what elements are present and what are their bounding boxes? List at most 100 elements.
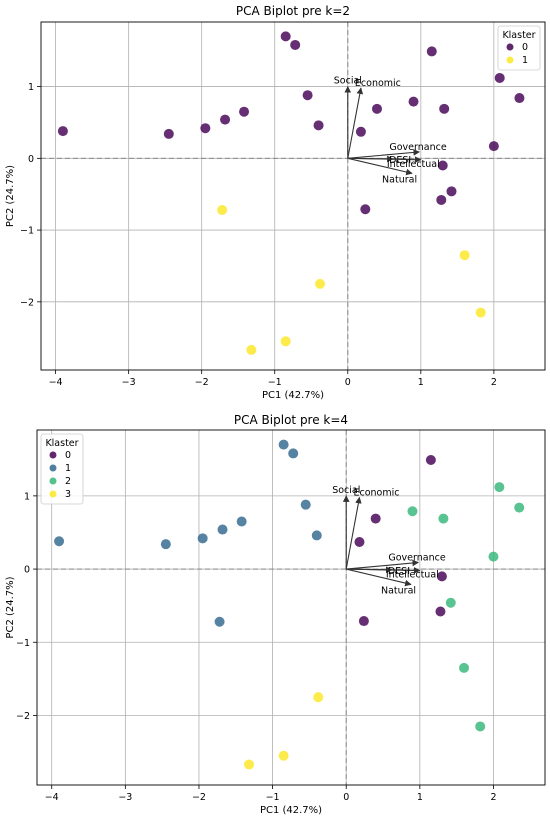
x-tick-label: −4	[45, 792, 59, 803]
grid	[41, 22, 545, 370]
data-point	[488, 551, 499, 562]
data-point	[360, 204, 371, 215]
data-point	[315, 278, 326, 289]
data-point	[494, 482, 505, 493]
legend-marker	[49, 477, 57, 485]
y-axis-label: PC2 (24.7%)	[5, 576, 16, 638]
loading-label-economic: Economic	[353, 487, 399, 498]
x-tick-label: −4	[49, 377, 63, 388]
x-tick-label: −3	[118, 792, 132, 803]
loading-label-natural: Natural	[382, 174, 417, 185]
loading-label-desi: DESI	[389, 155, 411, 166]
loading-label-social: Social	[334, 76, 362, 87]
legend-title: Klaster	[45, 438, 78, 449]
loading-arrow-natural	[347, 157, 413, 176]
x-tick-label: 1	[418, 377, 424, 388]
legend-marker	[49, 490, 57, 498]
data-point	[236, 516, 247, 527]
legend-entry: 0	[65, 450, 71, 461]
loading-arrow-governance	[346, 559, 420, 570]
chart-title: PCA Biplot pre k=4	[234, 413, 348, 427]
legend-marker	[49, 464, 57, 472]
data-point	[313, 120, 324, 131]
data-point	[514, 502, 525, 513]
data-point	[280, 336, 291, 347]
data-point	[438, 513, 449, 524]
loading-label-intellectual: Intellectual	[386, 570, 439, 581]
data-point	[278, 750, 289, 761]
loading-arrow-intellectual	[346, 567, 421, 574]
loading-arrow-natural	[346, 568, 412, 587]
data-point	[408, 96, 419, 107]
data-point	[278, 439, 289, 450]
series-3	[244, 692, 324, 770]
data-point	[239, 106, 250, 117]
x-tick-label: 0	[343, 792, 349, 803]
data-point	[54, 536, 65, 547]
data-point	[288, 448, 299, 459]
series-0	[57, 31, 525, 215]
loading-arrow-governance	[347, 149, 421, 159]
loading-label-governance: Governance	[389, 142, 446, 153]
plot-frame	[40, 21, 546, 371]
data-point	[280, 31, 291, 42]
data-point	[407, 506, 418, 517]
x-tick-label: 2	[490, 792, 496, 803]
loading-label-economic: Economic	[355, 78, 401, 89]
data-point	[514, 93, 525, 104]
loading-label-natural: Natural	[381, 585, 416, 596]
data-point	[358, 616, 369, 627]
x-tick-label: 2	[491, 377, 497, 388]
data-point	[436, 194, 447, 205]
loading-label-governance: Governance	[388, 552, 445, 563]
data-point	[372, 103, 382, 114]
data-point	[300, 499, 311, 510]
series-0	[354, 455, 447, 627]
x-tick-label: −2	[192, 792, 206, 803]
data-point	[355, 126, 366, 137]
legend-marker	[49, 451, 57, 459]
x-tick-label: −2	[195, 377, 209, 388]
x-axis-label: PC1 (42.7%)	[260, 805, 322, 816]
loading-arrow-intellectual	[347, 156, 422, 163]
series-2	[407, 482, 525, 732]
data-point	[439, 103, 450, 114]
y-tick-label: 0	[24, 565, 30, 576]
x-tick-label: −3	[122, 377, 136, 388]
y-tick-label: 0	[28, 154, 34, 165]
data-point	[435, 606, 446, 617]
data-point	[459, 250, 470, 261]
series-1	[54, 439, 322, 627]
legend-entry: 2	[65, 476, 71, 487]
data-point	[445, 597, 456, 608]
data-point	[217, 524, 228, 535]
chart-title: PCA Biplot pre k=2	[236, 4, 350, 18]
data-point	[370, 513, 381, 524]
legend-entry: 1	[65, 463, 71, 474]
data-point	[217, 204, 228, 215]
data-point	[459, 662, 470, 673]
legend-entry: 1	[522, 55, 528, 66]
y-tick-label: 1	[24, 491, 30, 502]
y-axis-label: PC2 (24.7%)	[5, 165, 16, 227]
data-point	[214, 616, 225, 627]
legend-marker	[506, 43, 514, 51]
y-tick-label: −1	[20, 226, 34, 237]
legend-title: Klaster	[502, 30, 535, 41]
legend-entry: 0	[522, 42, 528, 53]
legend-box	[40, 433, 84, 505]
data-point	[446, 186, 457, 197]
plot-frame	[36, 429, 546, 786]
data-point	[197, 533, 208, 544]
loading-label-social: Social	[332, 485, 360, 496]
data-point	[246, 344, 257, 355]
y-tick-label: 1	[28, 82, 34, 93]
data-point	[163, 128, 174, 139]
x-tick-label: 0	[345, 377, 351, 388]
